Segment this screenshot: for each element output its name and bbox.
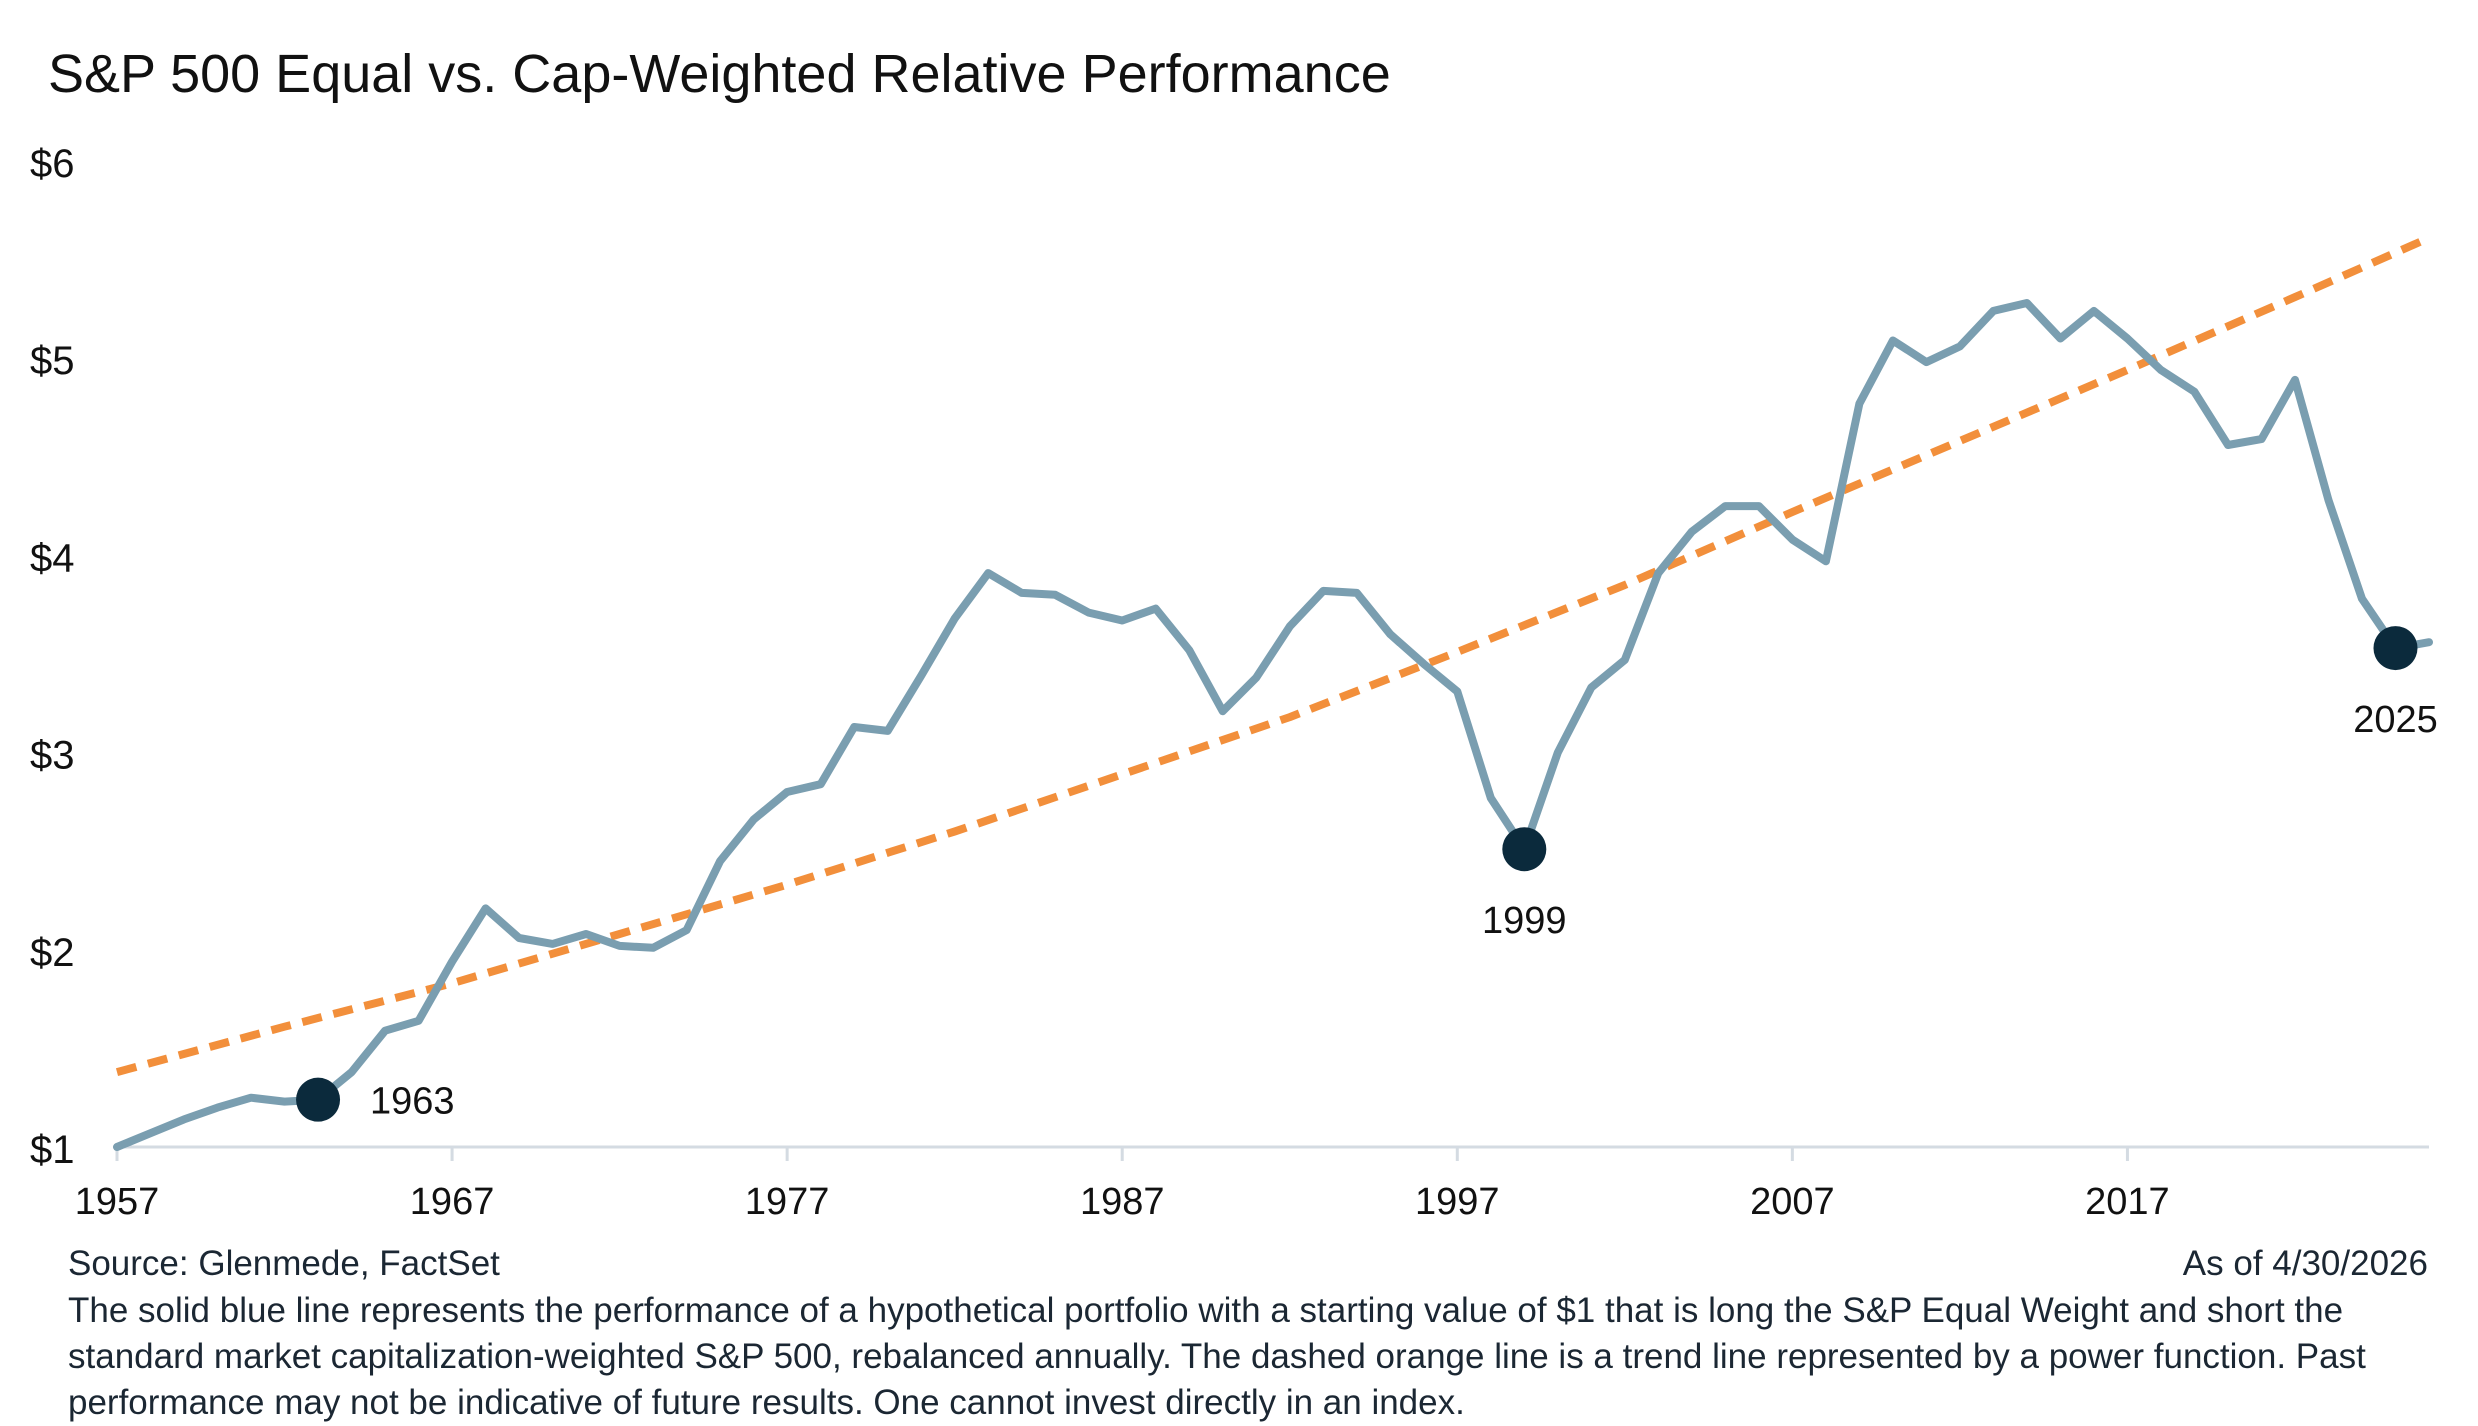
- annotation-marker: [1502, 827, 1547, 872]
- x-tick-label: 1967: [410, 1181, 495, 1223]
- annotation-marker: [2373, 626, 2418, 671]
- x-tick-label: 1987: [1080, 1181, 1165, 1223]
- x-tick-label: 1977: [745, 1181, 830, 1223]
- x-axis: 1957 1967 1977 1987 1997 2007 2017: [75, 1145, 2429, 1223]
- footnote: The solid blue line represents the perfo…: [68, 1291, 2366, 1422]
- plot-area: [113, 234, 2433, 1151]
- y-tick-label: $2: [30, 931, 75, 975]
- chart: S&P 500 Equal vs. Cap-Weighted Relative …: [30, 44, 2438, 1223]
- y-tick-label: $4: [30, 536, 75, 580]
- source-note: Source: Glenmede, FactSet: [68, 1244, 500, 1283]
- x-tick-label: 2007: [1750, 1181, 1835, 1223]
- annotation-label: 2025: [2353, 699, 2438, 741]
- annotations: 1963 1999 2025: [296, 626, 2438, 1123]
- annotation-label: 1999: [1482, 900, 1567, 942]
- relative-performance-line: [113, 299, 2433, 1151]
- chart-title: S&P 500 Equal vs. Cap-Weighted Relative …: [48, 44, 1391, 104]
- annotation-label: 1963: [370, 1081, 455, 1123]
- y-tick-label: $6: [30, 142, 75, 186]
- as-of-date: As of 4/30/2026: [2182, 1244, 2428, 1283]
- x-tick-label: 1997: [1415, 1181, 1500, 1223]
- x-tick-label: 1957: [75, 1181, 160, 1223]
- y-tick-label: $1: [30, 1128, 75, 1172]
- trend-line: [115, 234, 2431, 1076]
- x-tick-label: 2017: [2085, 1181, 2170, 1223]
- y-axis-ticks: $1 $2 $3 $4 $5 $6: [30, 142, 75, 1172]
- annotation-marker: [296, 1077, 341, 1122]
- y-tick-label: $5: [30, 339, 75, 383]
- y-tick-label: $3: [30, 734, 75, 778]
